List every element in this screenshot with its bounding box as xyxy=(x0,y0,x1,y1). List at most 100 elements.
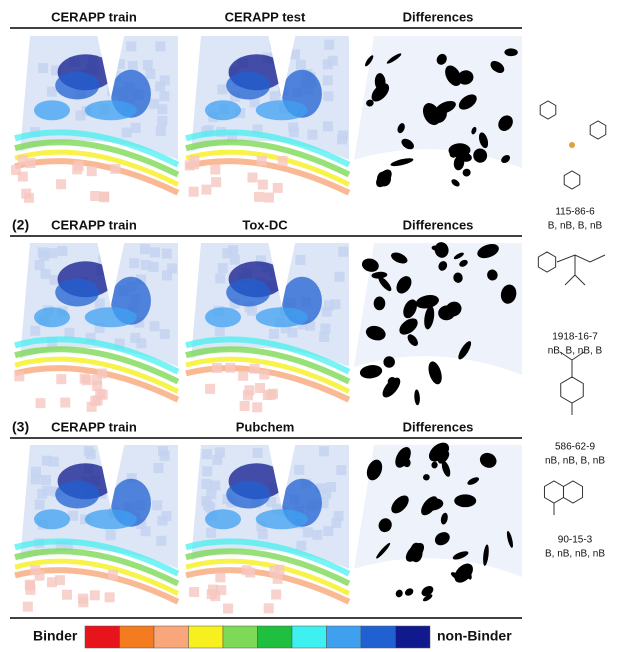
molecule-classes: nB, B, nB, B xyxy=(548,346,603,357)
heatmap-band xyxy=(185,558,351,596)
legend-right: non-Binder xyxy=(437,628,512,644)
heatmap-cell xyxy=(215,572,226,583)
column-header: CERAPP test xyxy=(225,9,306,24)
heatmap-cell xyxy=(35,398,46,409)
heatmap-cell xyxy=(239,401,250,412)
legend-swatch xyxy=(119,625,155,649)
diff-blob xyxy=(390,158,414,167)
heatmap-cell xyxy=(330,299,341,310)
heatmap-cell xyxy=(318,498,329,509)
heatmap-cell xyxy=(217,263,228,274)
heatmap-cell xyxy=(225,362,236,373)
difference-map xyxy=(354,36,522,201)
diff-blob xyxy=(504,48,518,57)
heatmap-cell xyxy=(319,446,330,457)
heatmap-gap xyxy=(268,243,296,306)
heatmap-cell xyxy=(145,68,156,79)
heatmap-blob xyxy=(34,100,70,121)
heatmap-cell xyxy=(110,70,121,81)
heatmap-cell xyxy=(89,590,100,601)
diff-blob xyxy=(361,258,379,272)
heatmap-cell xyxy=(336,465,347,476)
heatmap-blob xyxy=(205,509,241,530)
heatmap xyxy=(181,36,351,203)
diff-blob xyxy=(431,245,440,251)
heatmap-blob xyxy=(226,278,271,307)
diff-blob xyxy=(483,544,489,566)
heatmap-cell xyxy=(110,163,121,174)
heatmap-cell xyxy=(121,127,132,138)
diff-blob xyxy=(402,458,411,468)
heatmap-cell xyxy=(223,603,234,614)
heatmap-blob xyxy=(55,480,100,509)
mol-bond xyxy=(556,254,606,286)
heatmap-cell xyxy=(189,155,200,166)
heatmap-cell xyxy=(157,104,168,115)
heatmap-cell xyxy=(296,540,307,551)
diff-blob xyxy=(453,272,463,283)
diff-blob xyxy=(423,474,430,481)
heatmap-band xyxy=(185,567,351,605)
heatmap-cell xyxy=(78,597,89,608)
diff-blob xyxy=(440,512,448,525)
diff-blob xyxy=(435,100,456,114)
heatmap-cell xyxy=(72,164,83,175)
diff-blob xyxy=(462,168,471,177)
diff-blob xyxy=(452,551,469,560)
heatmap-cell xyxy=(97,368,108,379)
heatmap-cell xyxy=(256,155,267,166)
heatmap-cell xyxy=(157,115,168,126)
diff-blob xyxy=(391,495,409,514)
diff-blob xyxy=(506,530,513,548)
heatmap-cell xyxy=(30,565,41,576)
heatmap-cell xyxy=(34,499,45,510)
diff-blob xyxy=(421,586,434,597)
diff-blob xyxy=(441,461,451,477)
diff-blob xyxy=(458,94,477,110)
heatmap-cell xyxy=(17,171,28,182)
legend-swatch xyxy=(257,625,293,649)
heatmap-cell xyxy=(249,97,260,108)
legend-swatch xyxy=(153,625,189,649)
diff-blob xyxy=(445,301,462,317)
heatmap xyxy=(10,445,180,612)
heatmap-cell xyxy=(287,327,298,338)
heatmap-band xyxy=(185,538,351,577)
heatmap-cell xyxy=(136,338,147,349)
heatmap-cell xyxy=(107,570,118,581)
diff-region xyxy=(354,243,522,375)
heatmap-cell xyxy=(37,488,48,499)
heatmap-cell xyxy=(55,575,66,586)
heatmap-cell xyxy=(268,328,279,339)
heatmap-band xyxy=(14,558,180,596)
diff-region xyxy=(354,445,522,577)
diff-blob xyxy=(404,588,414,596)
heatmap-cell xyxy=(334,271,345,282)
heatmap-cell xyxy=(211,362,222,373)
heatmap-band xyxy=(14,139,180,178)
heatmap-cell xyxy=(216,585,227,596)
heatmap-cell xyxy=(25,158,36,169)
diff-blob xyxy=(376,171,391,187)
difference-map xyxy=(354,442,522,610)
heatmap-cell xyxy=(90,190,101,201)
mol-bond xyxy=(559,351,585,415)
heatmap-band xyxy=(14,336,180,375)
heatmap-cell xyxy=(249,363,260,374)
mol-ring xyxy=(589,120,607,140)
heatmap-cell xyxy=(51,65,62,76)
heatmap-band xyxy=(14,346,180,385)
heatmap-cell xyxy=(189,587,200,598)
diff-blob xyxy=(376,542,391,559)
heatmap-cell xyxy=(30,325,41,336)
heatmap-band xyxy=(185,356,351,394)
heatmap-band xyxy=(185,139,351,178)
heatmap-cell xyxy=(222,248,233,259)
heatmap-cell xyxy=(95,388,106,399)
diff-blob xyxy=(436,53,447,65)
heatmap-cell xyxy=(322,121,333,132)
heatmap-cell xyxy=(126,473,137,484)
heatmap-cell xyxy=(22,601,33,612)
diff-blob xyxy=(421,496,438,516)
diff-blob xyxy=(395,589,403,598)
